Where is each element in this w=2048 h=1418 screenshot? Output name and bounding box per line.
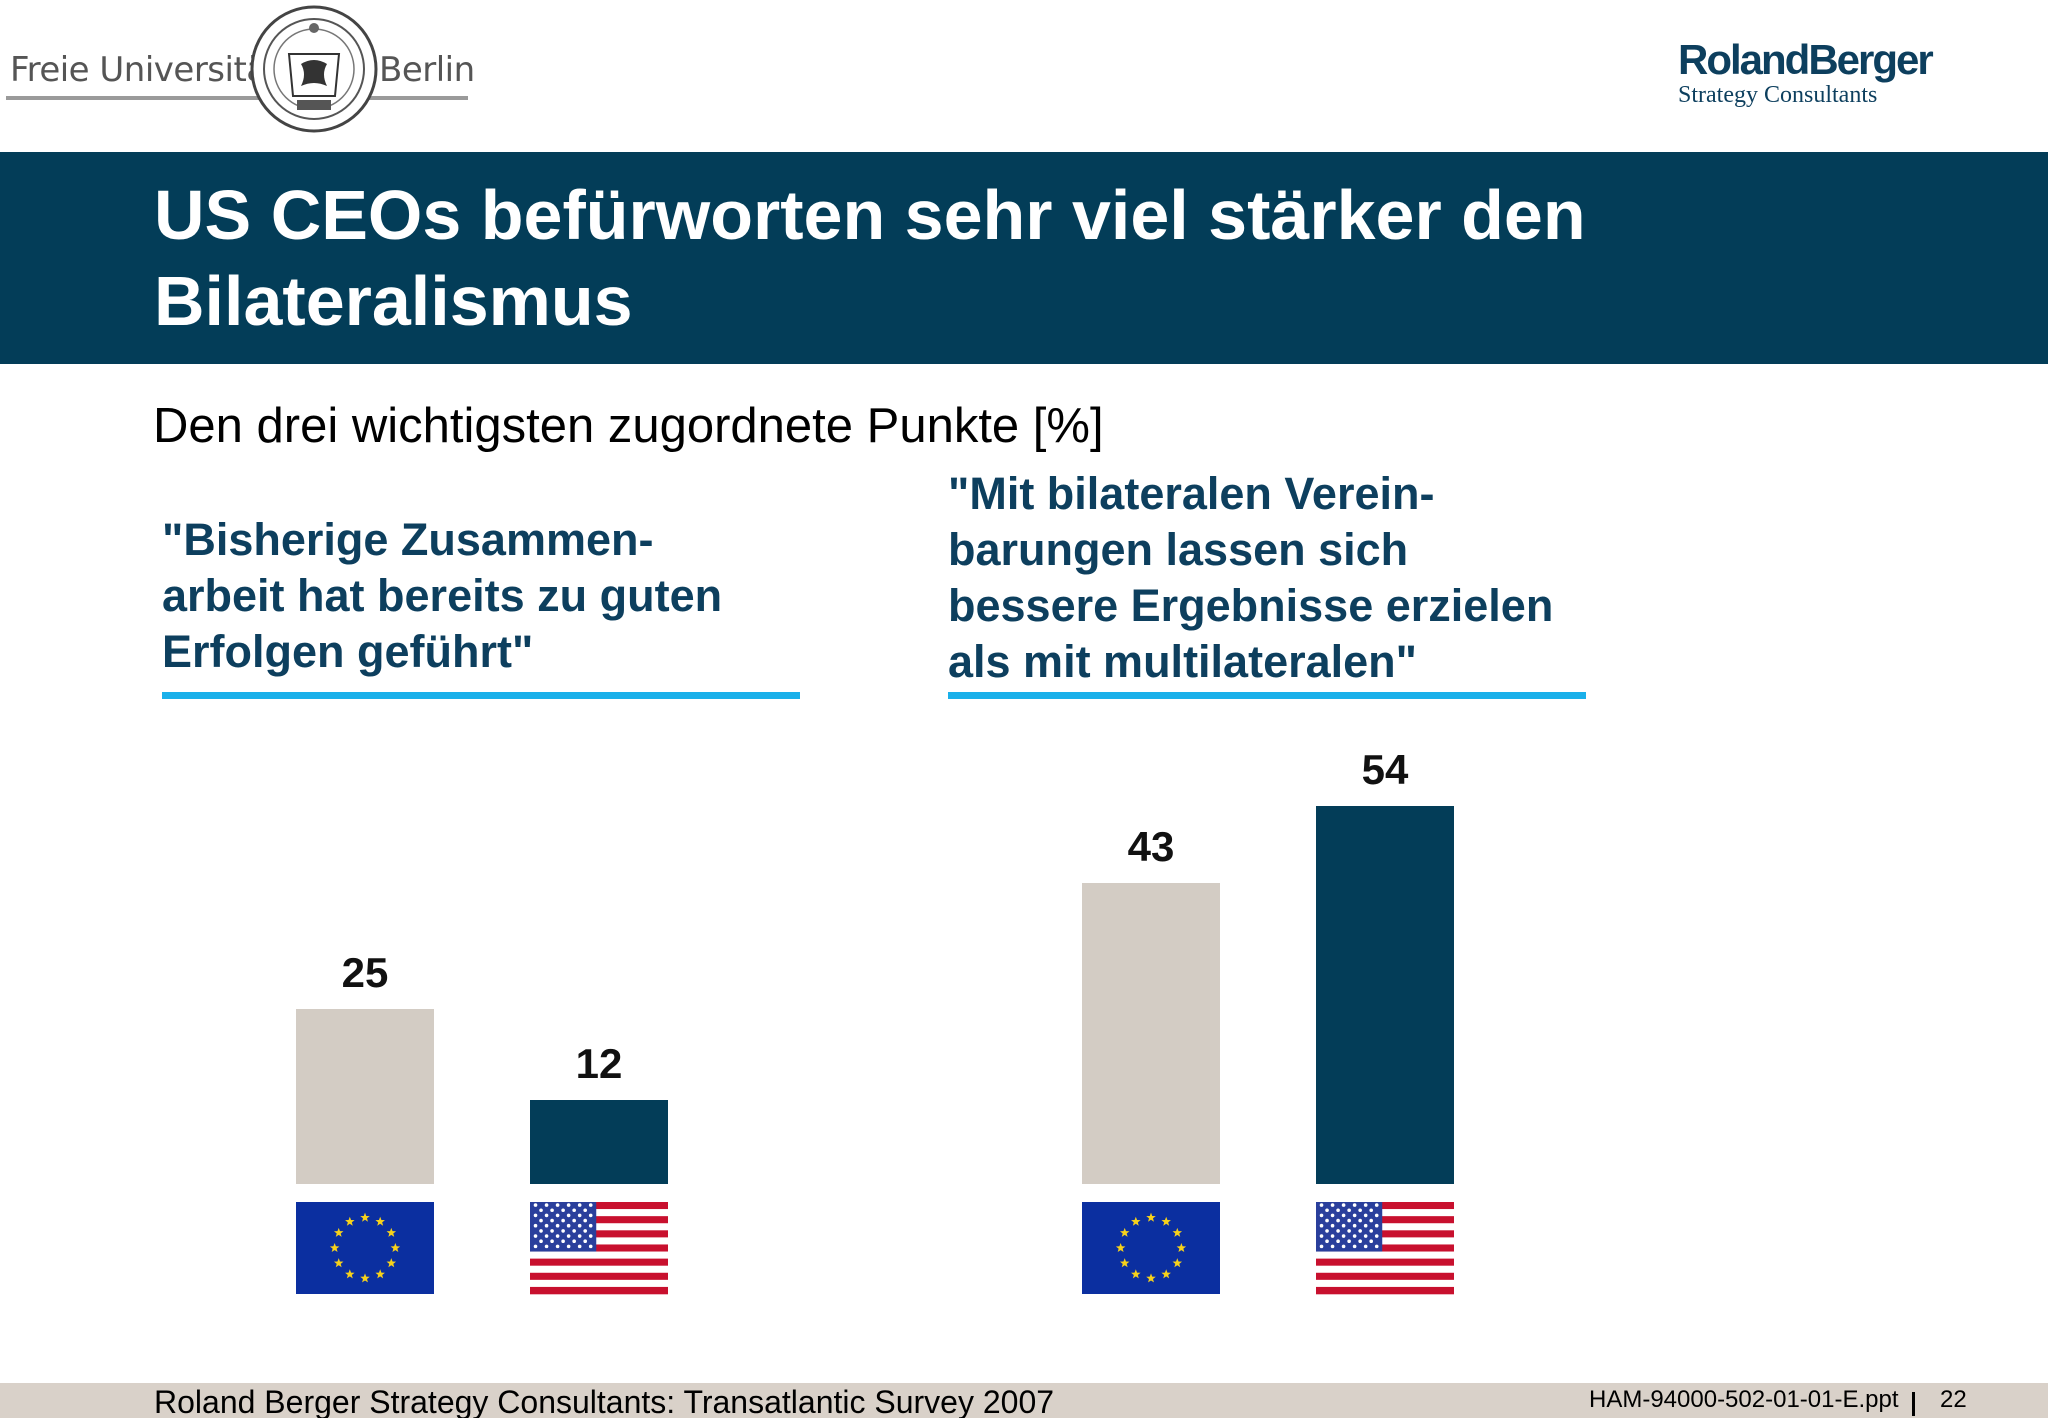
footer-source: Roland Berger Strategy Consultants: Tran… xyxy=(154,1384,1055,1418)
fu-logo-word-left: Freie Universität xyxy=(10,50,280,90)
roland-berger-logo: RolandBerger Strategy Consultants xyxy=(1678,36,1934,112)
fu-berlin-logo: Freie Universität Berlin xyxy=(6,4,475,134)
footer-separator xyxy=(1912,1392,1915,1416)
footer-page-number: 22 xyxy=(1940,1386,1967,1413)
us-flag-icon xyxy=(1316,1202,1454,1295)
panel-1-quote: "Bisherige Zusammen- arbeit hat bereits … xyxy=(162,514,723,677)
footer-file-name: HAM-94000-502-01-01-E.ppt xyxy=(1589,1386,1899,1413)
rb-logo-tagline: Strategy Consultants xyxy=(1678,82,1878,108)
bar-2-eu xyxy=(1082,883,1220,1184)
panel-1-underline xyxy=(162,692,800,699)
eu-flag-icon xyxy=(296,1202,434,1294)
bar-2-us xyxy=(1316,806,1454,1184)
panel-2-underline xyxy=(948,692,1586,699)
fu-logo-word-right: Berlin xyxy=(379,50,475,90)
panel-2-quote: "Mit bilateralen Verein- barungen lassen… xyxy=(948,468,1554,687)
bar-value-label-1-eu: 25 xyxy=(342,949,389,996)
title-band: US CEOs befürworten sehr viel stärker de… xyxy=(0,152,2048,364)
eu-flag-icon xyxy=(1082,1202,1220,1294)
bar-1-eu xyxy=(296,1009,434,1184)
bar-value-label-1-us: 12 xyxy=(576,1040,623,1087)
fu-logo-underline xyxy=(6,96,468,100)
chart-subtitle: Den drei wichtigsten zugordnete Punkte [… xyxy=(153,399,1104,453)
fu-berlin-seal-icon xyxy=(250,5,378,133)
rb-logo-name: RolandBerger xyxy=(1678,36,1934,83)
footer-band xyxy=(0,1383,2048,1418)
slide-title: US CEOs befürworten sehr viel stärker de… xyxy=(154,176,1586,340)
bar-value-label-2-eu: 43 xyxy=(1128,823,1175,870)
bar-value-label-2-us: 54 xyxy=(1362,746,1409,793)
bar-1-us xyxy=(530,1100,668,1184)
us-flag-icon xyxy=(530,1202,668,1295)
